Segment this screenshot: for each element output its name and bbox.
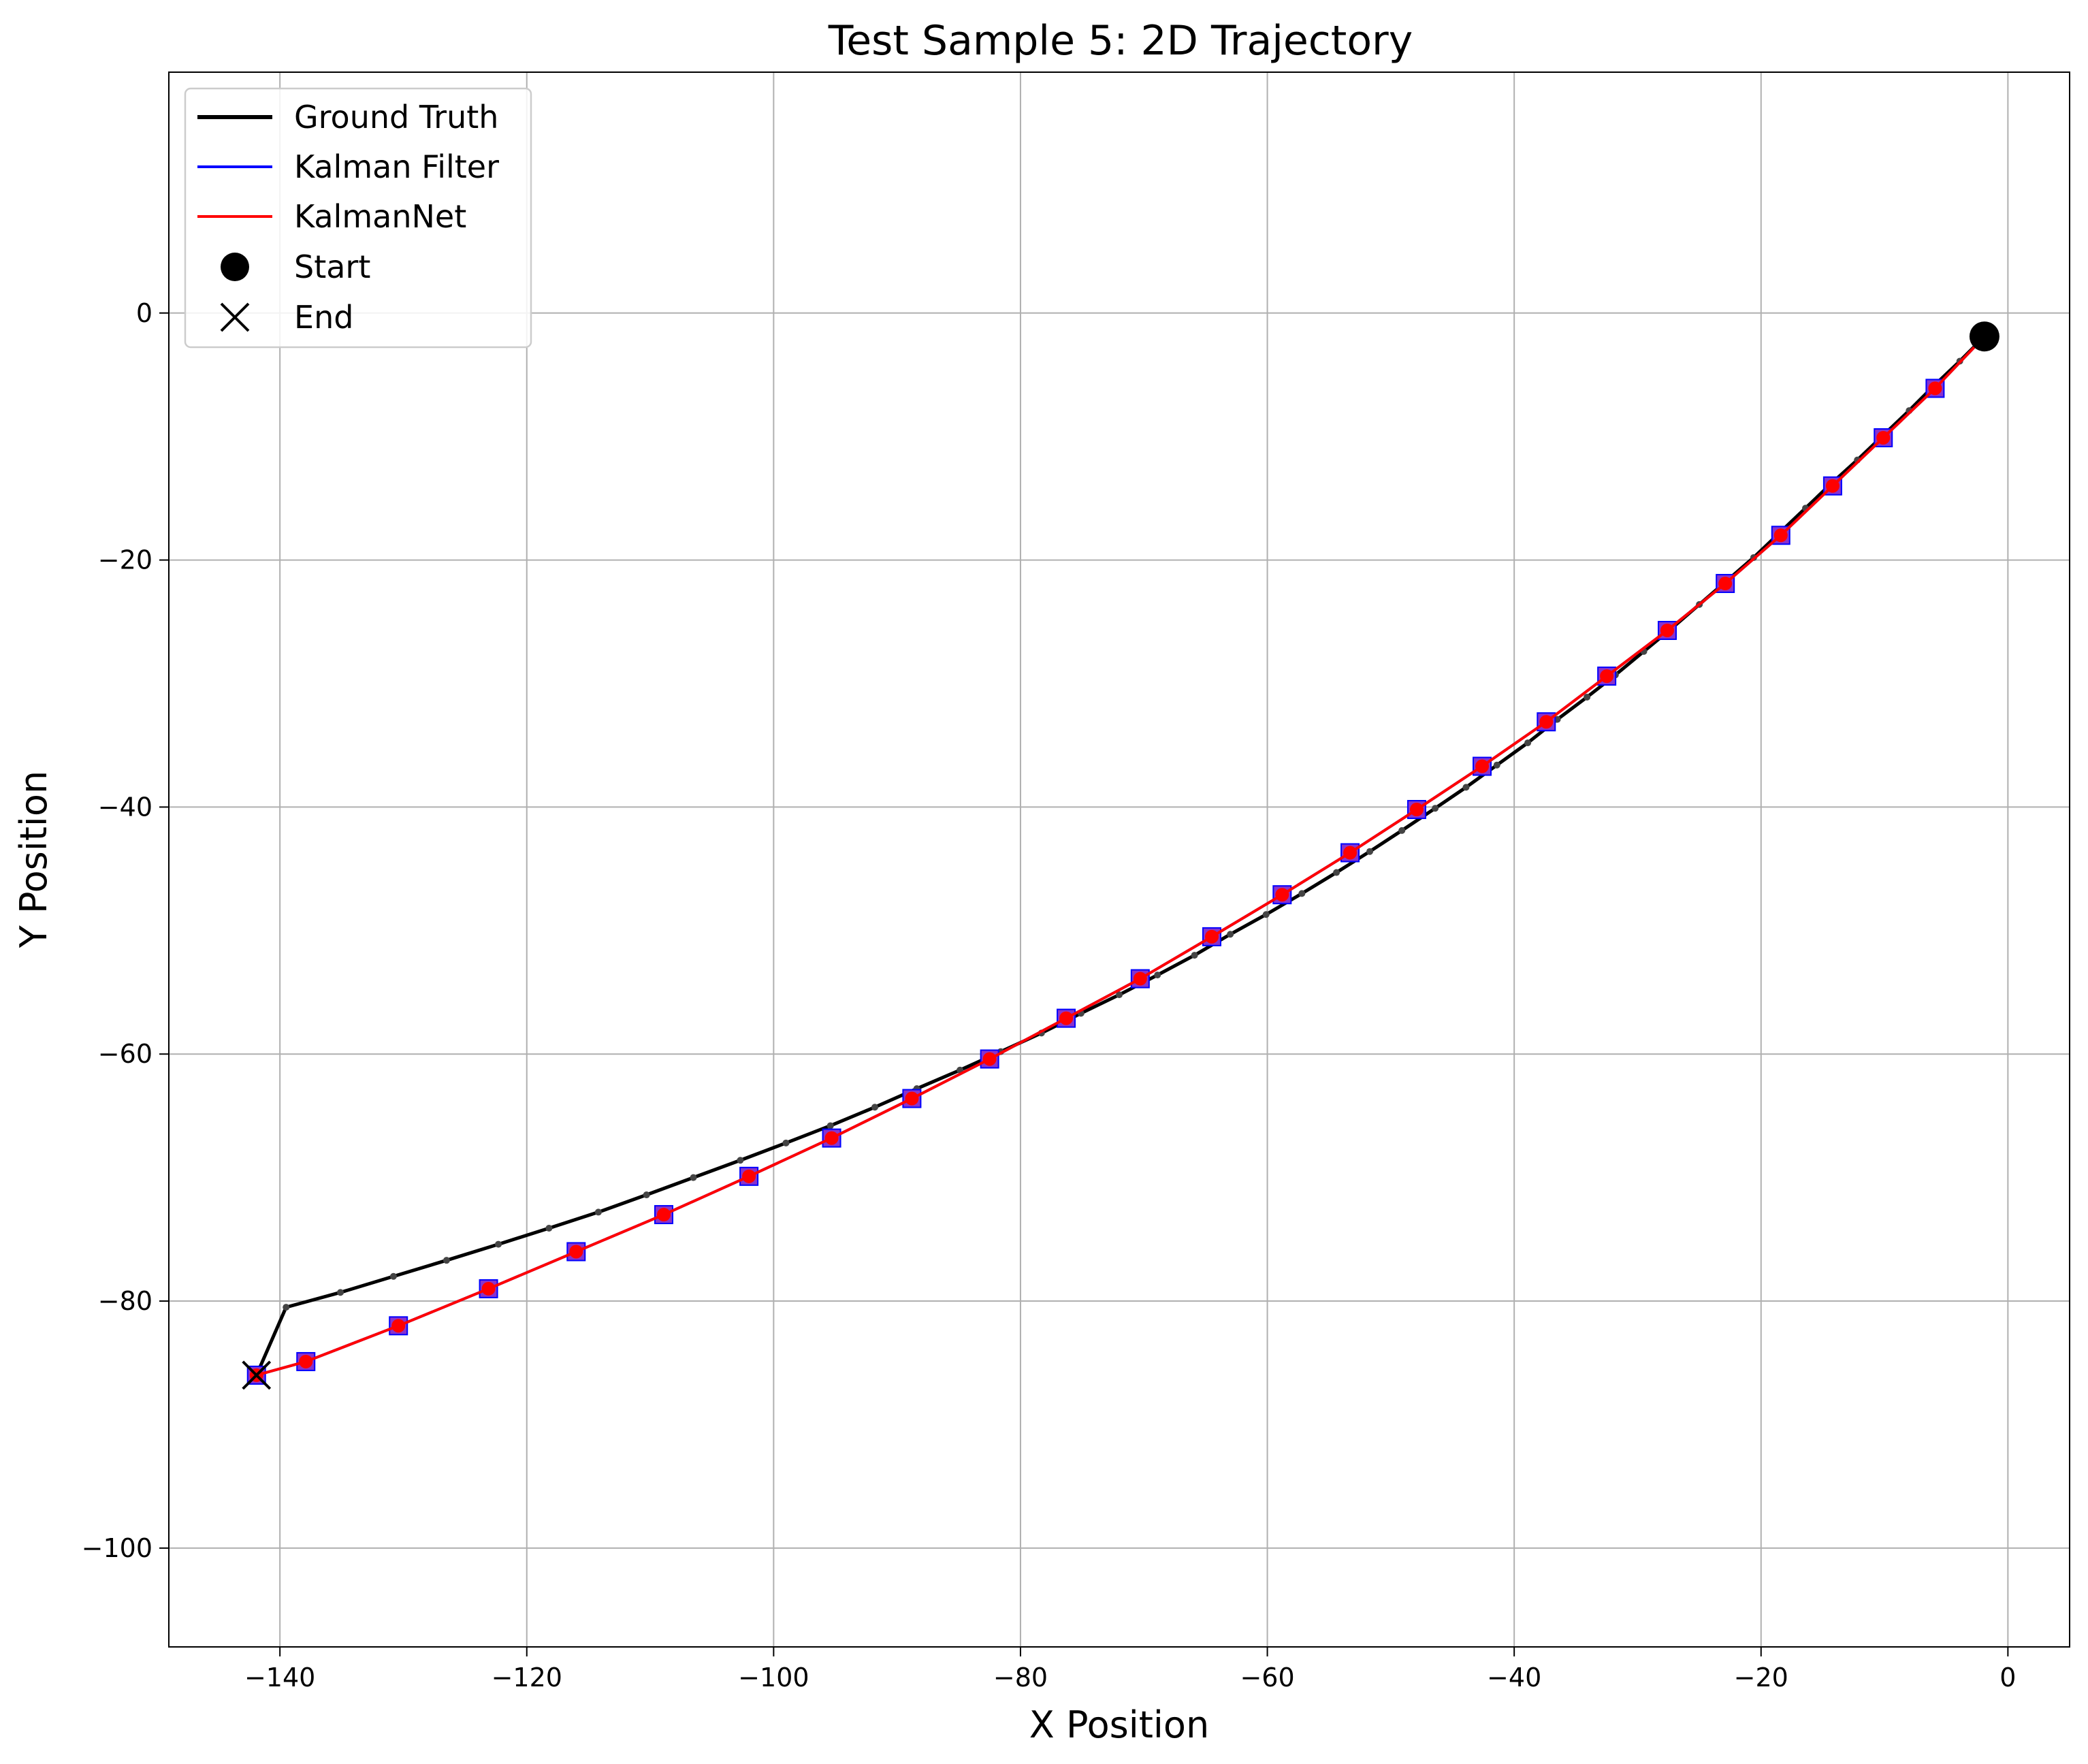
kalmannet-point [1409, 803, 1424, 817]
ground-truth-point [337, 1289, 344, 1296]
ground-truth-point [1262, 911, 1270, 918]
legend-marker-end [220, 302, 250, 332]
kalmannet-point [1204, 929, 1219, 944]
kalmannet-point [657, 1208, 671, 1222]
legend-label-kalman-filter: Kalman Filter [294, 148, 499, 185]
x-tick-label: −120 [492, 1663, 562, 1693]
y-tick-label: −40 [98, 792, 152, 822]
kalmannet-point [824, 1131, 839, 1145]
kalmannet-point [569, 1245, 583, 1259]
plot-frame [168, 71, 2070, 1648]
kalmannet-point [1718, 577, 1733, 591]
ground-truth-point [443, 1257, 450, 1264]
ground-truth-point [594, 1208, 602, 1216]
x-tick-label: −60 [1240, 1663, 1294, 1693]
ground-truth-point [1298, 890, 1306, 897]
kalmannet-point [1660, 623, 1674, 637]
y-tick-label: −20 [98, 545, 152, 575]
grid [169, 72, 2070, 1647]
legend-label-end: End [294, 299, 353, 336]
kalmannet-point [742, 1169, 756, 1183]
end-marker-stroke [242, 1360, 272, 1390]
x-axis-label: X Position [1029, 1703, 1209, 1746]
kalmannet-point [1773, 528, 1788, 543]
kalmannet-point [1539, 715, 1554, 729]
kalmannet-point [1928, 381, 1942, 396]
y-tick-label: −80 [98, 1286, 152, 1316]
y-tick-label: −100 [82, 1533, 152, 1563]
ground-truth-point [782, 1139, 790, 1146]
ground-truth-point [1333, 869, 1340, 876]
ground-truth-point [1462, 784, 1470, 791]
legend-label-start: Start [294, 248, 370, 285]
ground-truth-point [690, 1174, 697, 1181]
kalmannet-point [1059, 1011, 1074, 1025]
series-layer [242, 321, 1999, 1390]
ground-truth-point [1493, 761, 1500, 769]
y-tick-label: −60 [98, 1039, 152, 1069]
ground-truth-point [1227, 931, 1234, 938]
kalmannet-point [982, 1052, 997, 1066]
ground-truth-point [871, 1104, 879, 1111]
x-tick-label: −140 [244, 1663, 315, 1693]
ground-truth-point [1366, 848, 1374, 855]
chart-title: Test Sample 5: 2D Trajectory [828, 17, 1413, 65]
ground-truth-point [1191, 952, 1198, 959]
legend: Ground Truth Kalman Filter KalmanNet Sta… [184, 87, 532, 349]
ground-truth-point [389, 1272, 397, 1280]
kalmannet-point [481, 1281, 496, 1296]
ground-truth-point [495, 1240, 502, 1248]
kalmannet-line [256, 335, 1986, 1377]
kalmannet-point [1343, 846, 1358, 860]
kalmannet-point [391, 1319, 406, 1333]
x-tick-label: −20 [1734, 1663, 1788, 1693]
x-tick-label: −80 [993, 1663, 1048, 1693]
ground-truth-point [826, 1122, 834, 1129]
legend-box [184, 87, 532, 349]
start-marker [1969, 321, 1999, 352]
ground-truth-point [643, 1191, 650, 1199]
y-tick-label: 0 [136, 298, 152, 328]
ground-truth-point [1154, 972, 1161, 979]
legend-marker-start [221, 253, 249, 281]
ground-truth-point [283, 1304, 290, 1311]
legend-label-kalmannet: KalmanNet [294, 198, 466, 235]
y-axis-label: Y Position [12, 771, 55, 948]
kalmannet-point [1275, 888, 1289, 902]
x-tick-label: 0 [1999, 1663, 2016, 1693]
kalmannet-point [1825, 479, 1840, 493]
ground-truth-point [737, 1157, 744, 1164]
ground-truth-point [1116, 991, 1123, 999]
ticks: −140 −120 −100 −80 −60 −40 −20 0 −100 −80 −60 −40 −2… [82, 298, 2017, 1693]
ground-truth-point [545, 1225, 553, 1232]
kalmannet-point [1475, 759, 1490, 773]
x-tick-label: −100 [738, 1663, 809, 1693]
end-marker [242, 1360, 272, 1390]
ground-truth-point [1524, 739, 1532, 747]
legend-label-ground-truth: Ground Truth [294, 99, 498, 135]
kalmannet-point [905, 1091, 919, 1106]
x-tick-label: −40 [1487, 1663, 1541, 1693]
kalmannet-point [1133, 972, 1147, 986]
ground-truth-point [1398, 827, 1406, 834]
kalmannet-point [1876, 430, 1891, 445]
ground-truth-point [1432, 805, 1439, 812]
kalmannet-point [1600, 669, 1614, 684]
ground-truth-point [1584, 693, 1591, 701]
kalmannet-point [299, 1354, 313, 1368]
